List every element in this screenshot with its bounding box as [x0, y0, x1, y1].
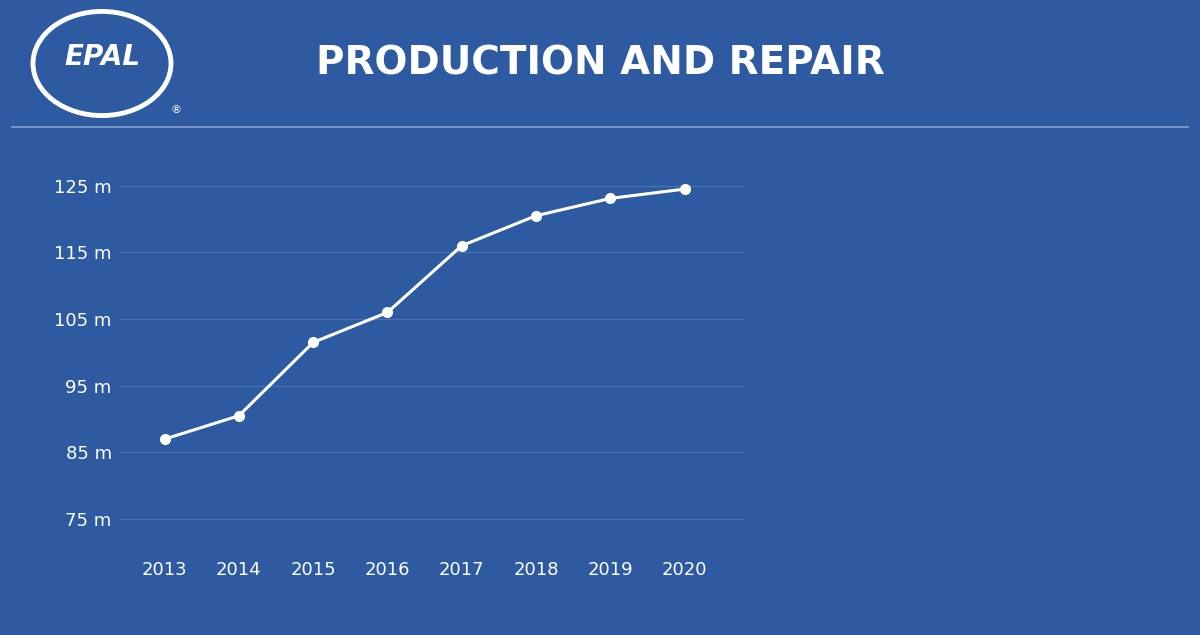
Text: EPAL: EPAL [64, 43, 140, 71]
Text: PRODUCTION AND REPAIR: PRODUCTION AND REPAIR [316, 44, 884, 83]
Text: ®: ® [170, 105, 182, 116]
